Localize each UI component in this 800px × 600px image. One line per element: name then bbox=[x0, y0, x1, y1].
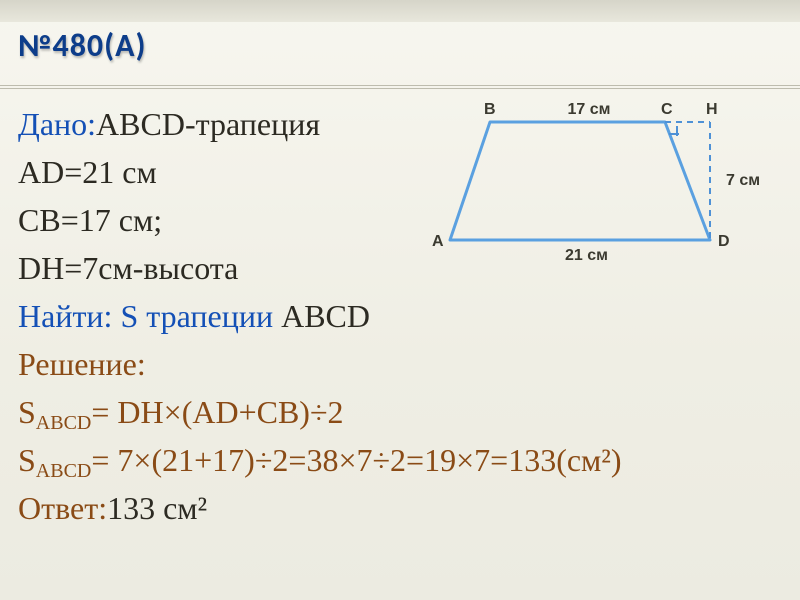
solution-label: Решение: bbox=[18, 340, 778, 388]
given-text: АВСD-трапеция bbox=[96, 106, 320, 142]
f1-rest: = DН×(AD+СВ)÷2 bbox=[91, 394, 343, 430]
f1-sub: ABCD bbox=[36, 412, 92, 434]
answer-label: Ответ: bbox=[18, 490, 107, 526]
problem-title: №480(А) bbox=[18, 26, 146, 65]
solution-body: Дано:АВСD-трапеция АD=21 см СВ=17 см; DН… bbox=[18, 100, 778, 532]
f2-s: S bbox=[18, 442, 36, 478]
answer-value: 133 см² bbox=[107, 490, 207, 526]
given-label: Дано: bbox=[18, 106, 96, 142]
cb-line: СВ=17 см; bbox=[18, 196, 778, 244]
formula-2: SABCD= 7×(21+17)÷2=38×7÷2=19×7=133(см²) bbox=[18, 436, 778, 484]
f2-sub: ABCD bbox=[36, 460, 92, 482]
dh-line: DН=7см-высота bbox=[18, 244, 778, 292]
find-line: Найти: S трапеции АВСD bbox=[18, 292, 778, 340]
given-line: Дано:АВСD-трапеция bbox=[18, 100, 778, 148]
find-label: Найти: bbox=[18, 298, 112, 334]
answer-line: Ответ:133 см² bbox=[18, 484, 778, 532]
find-target: S трапеции bbox=[120, 298, 273, 334]
f2-rest: = 7×(21+17)÷2=38×7÷2=19×7=133(см²) bbox=[91, 442, 621, 478]
find-rest: АВСD bbox=[281, 298, 370, 334]
formula-1: SABCD= DН×(AD+СВ)÷2 bbox=[18, 388, 778, 436]
f1-s: S bbox=[18, 394, 36, 430]
ad-line: АD=21 см bbox=[18, 148, 778, 196]
